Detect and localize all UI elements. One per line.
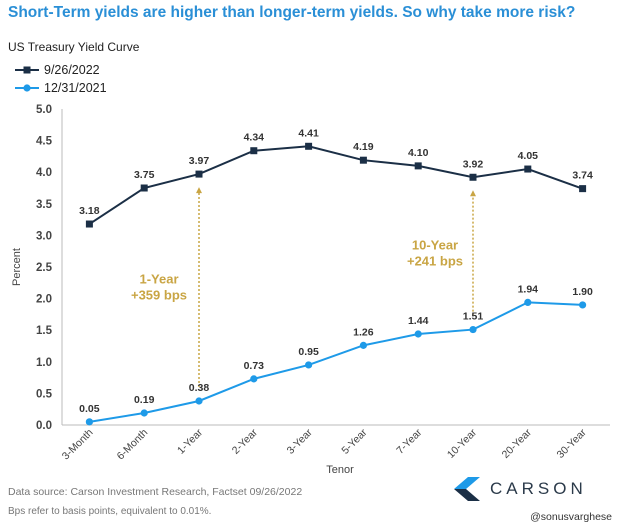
data-point-marker [359,341,367,349]
data-label: 4.10 [408,147,429,159]
y-tick-label: 4.0 [36,167,52,179]
x-tick-label: 30-Year [554,426,589,461]
data-label: 3.97 [189,155,210,167]
chart-subtitle: US Treasury Yield Curve [8,40,140,54]
yield-curve-chart: 0.0 0.5 1.0 1.5 2.0 2.5 3.0 3.5 4.0 4.5 5.0 3-Month… [11,104,610,475]
data-label: 0.73 [244,360,265,372]
footnote: Bps refer to basis points, equivalent to… [8,506,212,517]
series-line [89,301,583,423]
data-label: 4.34 [244,132,265,144]
data-label: 1.51 [463,311,484,323]
x-tick-label: 3-Month [60,427,96,463]
x-tick-label: 7-Year [394,426,424,456]
data-point-marker [305,142,313,150]
data-label: 3.75 [134,169,155,181]
author-handle: @sonusvarghese [530,511,612,523]
data-point-marker [85,220,93,228]
y-tick-label: 3.5 [36,199,53,211]
annotation-label: +241 bps [407,253,463,268]
data-point-marker [140,409,148,417]
y-tick-label: 5.0 [36,104,52,116]
data-label: 1.44 [408,315,429,327]
annotation-arrowhead-icon [196,187,202,194]
y-tick-label: 0.0 [36,420,52,432]
y-tick-label: 1.0 [36,357,52,369]
data-point-marker [250,375,258,383]
data-point-marker [469,325,477,334]
legend-label: 12/31/2021 [44,81,107,95]
data-point-marker [524,298,532,306]
legend-item-series-2: 12/31/2021 [14,80,107,96]
data-point-marker [414,330,422,338]
x-tick-label: 2-Year [230,426,260,456]
x-tick-label: 6-Month [115,427,151,463]
annotation-label: 1-Year [139,272,178,287]
y-tick-label: 2.5 [36,262,53,274]
data-label: 3.74 [572,170,593,182]
y-tick-label: 0.5 [36,388,53,400]
data-point-marker [305,361,313,369]
data-label: 1.94 [518,283,539,295]
data-label: 0.95 [298,346,319,358]
data-point-marker [359,156,367,164]
data-label: 3.18 [79,205,100,217]
data-label: 4.19 [353,141,374,153]
x-tick-label: 10-Year [445,426,480,461]
data-point-marker [195,170,203,178]
data-label: 4.41 [298,127,319,139]
legend-circle-marker-icon [15,84,39,92]
x-tick-label: 1-Year [175,426,205,456]
y-tick-label: 1.5 [36,325,53,337]
series-line [88,145,583,225]
data-label: 3.92 [463,158,484,170]
x-tick-label: 5-Year [339,426,369,456]
data-point-marker [140,184,148,192]
carson-logo-mark-icon [454,477,480,501]
headline: Short-Term yields are higher than longer… [8,4,576,21]
annotation-label: 10-Year [412,237,458,252]
data-label: 1.26 [353,326,374,338]
x-axis-title: Tenor [326,464,354,475]
y-tick-label: 3.0 [36,230,52,242]
data-point-marker [414,162,422,170]
data-label: 0.05 [79,403,100,415]
legend-square-marker-icon [15,66,39,74]
data-point-marker [250,147,258,155]
data-source-note: Data source: Carson Investment Research,… [8,486,303,498]
legend-label: 9/26/2022 [44,63,100,77]
data-point-marker [579,185,587,193]
data-point-marker [579,301,587,309]
data-label: 1.90 [572,286,593,298]
legend-item-series-1: 9/26/2022 [14,62,100,78]
x-tick-label: 20-Year [500,426,535,461]
data-point-marker [469,173,477,181]
data-label: 4.05 [518,150,539,162]
annotation-arrowhead-icon [470,190,476,197]
y-tick-label: 4.5 [36,136,53,148]
annotation-label: +359 bps [131,288,187,303]
data-label: 0.38 [189,382,210,394]
logo-wordmark: CARSON [490,479,587,498]
data-label: 0.19 [134,394,155,406]
data-point-marker [85,418,93,426]
x-tick-label: 3-Year [285,426,315,456]
data-point-marker [524,165,532,173]
y-axis-title: Percent [11,248,23,286]
data-point-marker [195,397,203,405]
y-tick-label: 2.0 [36,294,52,306]
carson-logo: CARSON [452,474,612,504]
